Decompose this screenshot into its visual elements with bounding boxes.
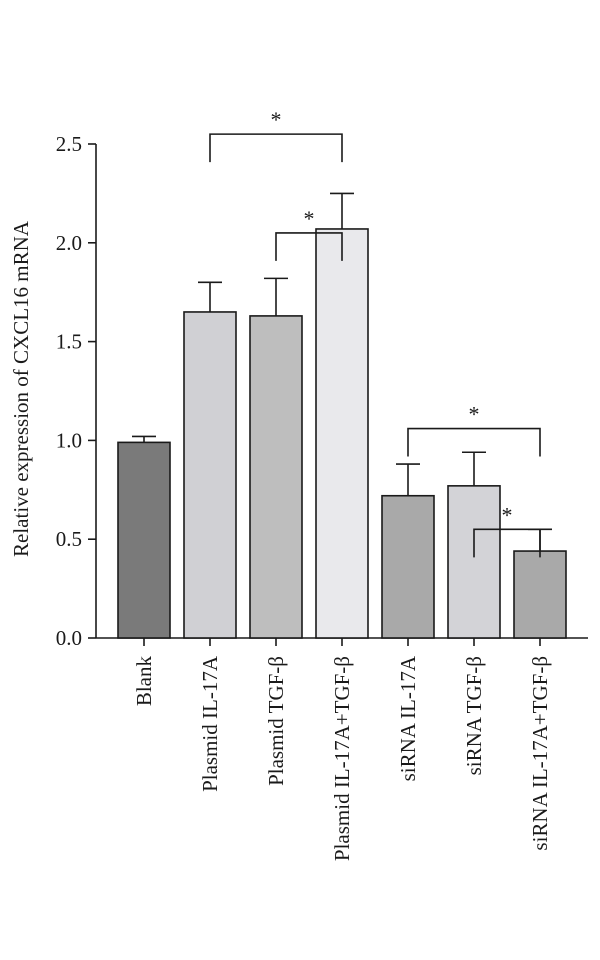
significance-star: * — [502, 502, 513, 527]
significance-bracket — [209, 133, 343, 163]
significance-star: * — [271, 107, 282, 132]
significance-star: * — [304, 206, 315, 231]
x-category-label: siRNA IL-17A — [396, 655, 420, 781]
bar-6 — [447, 485, 501, 639]
x-category-label: Plasmid TGF-β — [264, 656, 288, 786]
bar-2 — [183, 311, 237, 639]
bars-group — [117, 228, 567, 639]
y-tick-label: 1.0 — [56, 428, 82, 452]
bar-3 — [249, 315, 303, 639]
bar-4 — [315, 228, 369, 639]
x-category-label: siRNA IL-17A+TGF-β — [528, 656, 552, 851]
y-tick-label: 0.5 — [56, 527, 82, 551]
x-category-label: siRNA TGF-β — [462, 656, 486, 775]
y-tick-label: 2.0 — [56, 231, 82, 255]
labels-group: Blank Plasmid IL-17A Plasmid TGF-β Plasmid … — [132, 655, 552, 861]
x-category-label: Plasmid IL-17A — [198, 655, 222, 792]
axes-group: 0.0 0.5 1.0 1.5 2.0 2.5 Relative expression of… — [9, 132, 588, 650]
significance-star: * — [469, 402, 480, 427]
y-tick-label: 0.0 — [56, 626, 82, 650]
x-category-label: Plasmid IL-17A+TGF-β — [330, 656, 354, 861]
y-axis-label: Relative expression of CXCL16 mRNA — [9, 220, 33, 557]
x-category-label: Blank — [132, 656, 156, 707]
significance-group: * * * * — [209, 107, 541, 558]
y-tick-label: 1.5 — [56, 330, 82, 354]
significance-bracket — [473, 528, 541, 558]
significance-bracket — [275, 232, 343, 261]
bar-1 — [117, 441, 171, 639]
bar-7 — [513, 550, 567, 639]
bar-5 — [381, 494, 435, 639]
y-tick-label: 2.5 — [56, 132, 82, 156]
significance-bracket — [407, 427, 541, 457]
